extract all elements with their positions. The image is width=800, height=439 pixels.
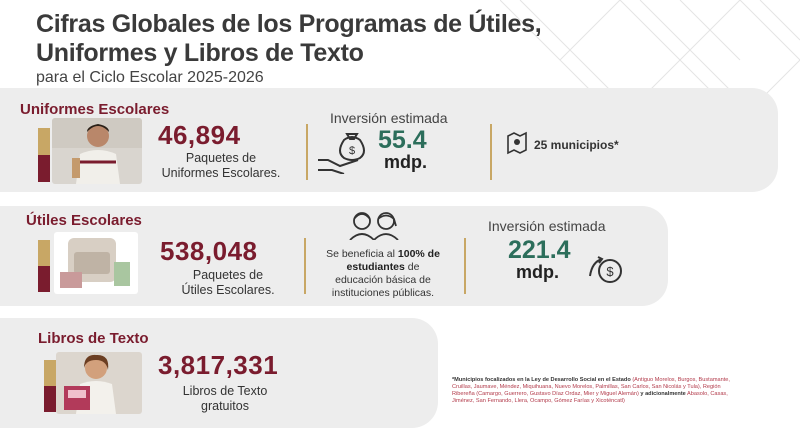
libros-count: 3,817,331 [158,350,279,380]
uniformes-divider-2 [490,124,492,180]
page-title-line2: Uniformes y Libros de Texto [36,39,364,67]
utiles-count: 538,048 [160,236,258,266]
footnote-list: (Antiguo Morelos, Burgos, Bustamante, Cr… [452,377,730,397]
utiles-investment-amount: 221.4 [508,236,571,264]
svg-text:$: $ [349,145,355,157]
utiles-divider-1 [304,238,306,294]
utiles-backpack-photo [54,232,138,294]
students-icon [349,212,399,240]
uniformes-desc-line1: Paquetes de [185,151,257,165]
utiles-benefit-text: Se beneficia al 100% de estudiantes de e… [310,248,456,300]
utiles-benefit-line3: educación básica de [335,274,431,286]
libros-color-stripe [44,360,56,412]
uniformes-desc-line2: Uniformes Escolares. [161,166,281,180]
utiles-color-stripe [38,240,50,292]
utiles-desc-line1: Paquetes de [192,268,264,282]
uniformes-count: 46,894 [158,120,241,150]
utiles-investment-label: Inversión estimada [488,218,606,234]
utiles-desc: Paquetes de Útiles Escolares. [150,268,306,298]
uniformes-desc: Paquetes de Uniformes Escolares. [142,151,300,181]
uniformes-municipalities: 25 municipios* [534,138,619,152]
libros-student-photo [56,352,142,414]
uniformes-investment-amount: 55.4 [378,126,427,154]
footnote-mid: y adicionalmente [640,391,686,397]
utiles-benefit-line4: instituciones públicas. [331,287,435,299]
uniformes-investment-label: Inversión estimada [330,110,448,126]
uniformes-divider-1 [306,124,308,180]
footnote-tail: Abasolo, Casas, Jiménez, San Fernando, L… [452,391,728,404]
uniformes-investment-unit: mdp. [384,152,427,172]
page-title-line1: Cifras Globales de los Programas de Útil… [36,10,542,38]
uniformes-title: Uniformes Escolares [20,101,170,118]
utiles-investment-unit: mdp. [516,262,559,282]
map-icon [507,131,527,155]
libros-desc-line1: Libros de Texto [182,384,268,398]
decorative-pattern [500,0,800,121]
utiles-benefit-post1: de [407,261,420,273]
utiles-benefit-pre: Se beneficia al [326,248,395,260]
uniformes-student-photo [52,118,142,184]
utiles-divider-2 [464,238,466,294]
page-subtitle: para el Ciclo Escolar 2025-2026 [36,69,264,86]
footnote: *Municipios focalizados en la Ley de Des… [452,377,744,405]
uniformes-color-stripe [38,128,50,182]
utiles-benefit-pct: 100% de [397,248,440,260]
footnote-lead: *Municipios focalizados en la Ley de Des… [452,377,631,383]
libros-title: Libros de Texto [38,330,149,347]
page-header: Cifras Globales de los Programas de Útil… [36,10,542,88]
libros-desc-line2: gratuitos [201,399,249,413]
money-cycle-icon: $ [589,256,622,283]
money-bag-icon: $ [318,133,365,174]
utiles-benefit-bold: estudiantes [346,261,405,273]
libros-desc: Libros de Texto gratuitos [150,384,300,414]
svg-text:$: $ [606,264,614,279]
utiles-desc-line2: Útiles Escolares. [181,283,275,297]
utiles-title: Útiles Escolares [26,212,142,229]
